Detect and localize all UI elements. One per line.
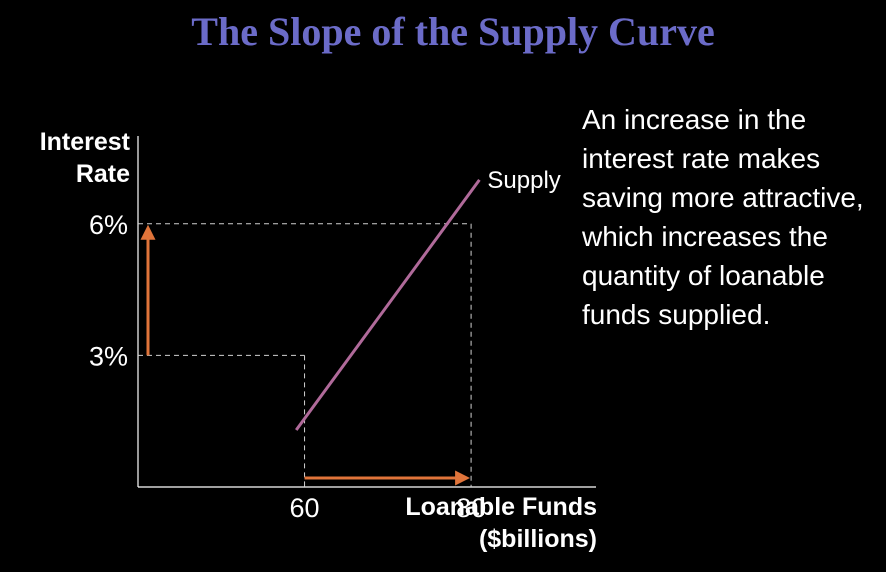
- y-tick-label-3: 3%: [89, 341, 128, 371]
- supply-line: [295, 178, 481, 431]
- slide-title: The Slope of the Supply Curve: [191, 9, 715, 54]
- y-axis-label-line-1: Interest: [40, 128, 131, 156]
- x-tick-label-80: 80: [456, 493, 486, 523]
- series-label-supply: Supply: [487, 167, 560, 194]
- x-axis-label-line-2: ($billions): [479, 525, 597, 553]
- x-tick-label-60: 60: [290, 493, 320, 523]
- explanation-text: An increase in the interest rate makes s…: [582, 104, 864, 330]
- y-axis-label-line-2: Rate: [76, 160, 130, 188]
- x-axis-label-line-1: Loanable Funds: [405, 493, 597, 521]
- y-tick-label-6: 6%: [89, 210, 128, 240]
